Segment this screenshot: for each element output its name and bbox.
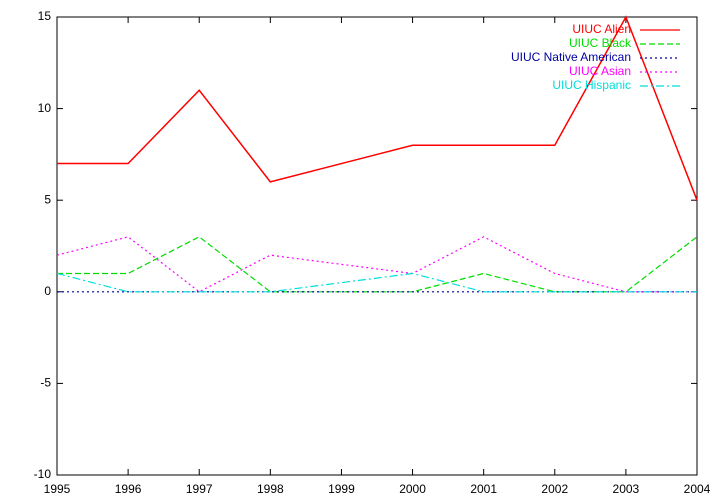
x-tick-label: 1995 <box>44 482 71 496</box>
y-tick-label: 5 <box>44 192 51 206</box>
y-tick-label: 10 <box>38 101 52 115</box>
series-line <box>56 236 697 293</box>
plot-border <box>56 16 698 476</box>
x-tick-label: 2004 <box>684 482 711 496</box>
legend-label: UIUC Alien <box>572 22 631 36</box>
series-line <box>56 272 697 293</box>
legend-label: UIUC Asian <box>569 64 631 78</box>
x-tick-label: 1998 <box>257 482 284 496</box>
x-tick-label: 1996 <box>115 482 142 496</box>
x-tick-label: 2001 <box>470 482 497 496</box>
x-tick-label: 1997 <box>186 482 213 496</box>
y-tick-label: 0 <box>44 284 51 298</box>
x-tick-label: 2003 <box>613 482 640 496</box>
legend-label: UIUC Native American <box>511 50 631 64</box>
legend-label: UIUC Hispanic <box>552 78 631 92</box>
x-tick-label: 1999 <box>328 482 355 496</box>
series-line <box>57 15 698 201</box>
x-tick-label: 2002 <box>541 482 568 496</box>
y-tick-label: 15 <box>38 9 52 23</box>
legend-label: UIUC Black <box>569 36 632 50</box>
y-tick-label: -10 <box>34 467 52 481</box>
x-tick-label: 2000 <box>399 482 426 496</box>
series-line <box>57 236 698 293</box>
y-tick-label: -5 <box>40 376 51 390</box>
